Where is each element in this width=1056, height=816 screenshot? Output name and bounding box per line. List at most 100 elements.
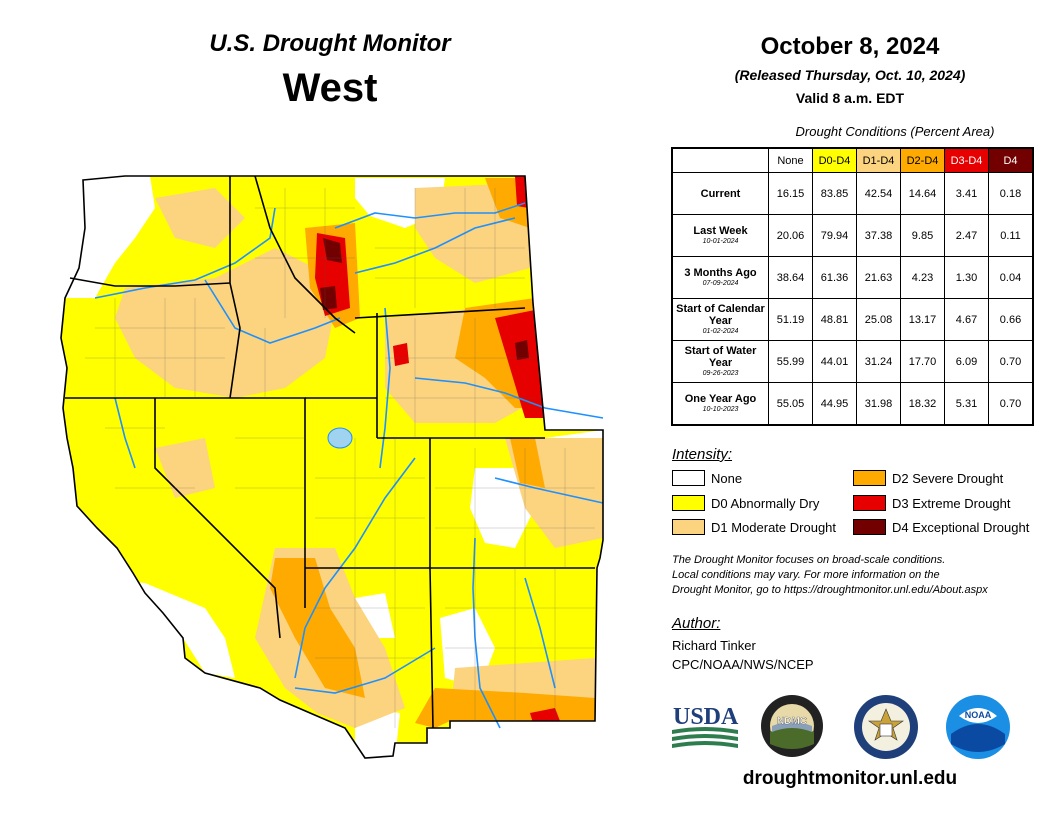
table-cell: 25.08 xyxy=(856,298,901,341)
table-cell: 0.04 xyxy=(988,256,1034,299)
table-cell: 5.31 xyxy=(944,382,989,426)
table-cell: 0.11 xyxy=(988,214,1034,257)
row-label: Current xyxy=(671,172,769,215)
legend-label: D1 Moderate Drought xyxy=(711,519,837,535)
table-cell: 9.85 xyxy=(900,214,945,257)
row-label-text: Start of Water Year xyxy=(684,345,757,369)
drought-areas xyxy=(61,176,603,758)
note-line: Local conditions may vary. For more info… xyxy=(672,569,940,581)
valid-time: Valid 8 a.m. EDT xyxy=(795,90,905,106)
note-line: The Drought Monitor focuses on broad-sca… xyxy=(672,554,946,566)
legend-swatch xyxy=(672,470,705,486)
table-row: Start of Water Year 09-26-2023 55.99 44.0… xyxy=(671,340,1034,383)
doc-seal-logo xyxy=(854,695,918,759)
usda-logo-text: USDA xyxy=(673,704,739,730)
legend-swatch xyxy=(853,470,886,486)
table-cell: 0.70 xyxy=(988,340,1034,383)
sacramento-river xyxy=(114,397,136,469)
table-cell: 20.06 xyxy=(768,214,813,257)
table-cell: 4.23 xyxy=(900,256,945,299)
noaa-logo-text: NOAA xyxy=(965,710,992,720)
az-nm-border xyxy=(429,567,434,729)
row-date: 07-09-2024 xyxy=(702,280,739,287)
legend-swatch xyxy=(672,519,705,535)
row-label-text: 3 Months Ago xyxy=(684,267,757,279)
great-salt-lake xyxy=(327,427,353,449)
row-label-text: Current xyxy=(700,187,741,200)
mt-wy-border xyxy=(354,307,526,319)
ca-nv-border xyxy=(154,398,281,639)
table-cell: 38.64 xyxy=(768,256,813,299)
table-row: Current 16.15 83.85 42.54 14.64 3.41 0.1… xyxy=(671,172,1034,215)
table-cell: 51.19 xyxy=(768,298,813,341)
legend-item: D4 Exceptional Drought xyxy=(853,519,1029,535)
legend-label: None xyxy=(711,470,743,486)
column-header: D2-D4 xyxy=(900,147,945,173)
id-west-border xyxy=(229,176,241,399)
table-cell: 44.95 xyxy=(812,382,857,426)
row-label-text: One Year Ago xyxy=(684,393,757,405)
row-label: Last Week 10-01-2024 xyxy=(671,214,769,257)
table-cell: 31.24 xyxy=(856,340,901,383)
area-d3-nm xyxy=(530,708,560,723)
area-none-wa xyxy=(65,176,155,298)
legend-item: D0 Abnormally Dry xyxy=(672,495,819,511)
release-date: (Released Thursday, Oct. 10, 2024) xyxy=(734,67,966,83)
map-title: U.S. Drought Monitor xyxy=(209,30,451,57)
legend-swatch xyxy=(672,495,705,511)
table-cell: 14.64 xyxy=(900,172,945,215)
row-date: 10-01-2024 xyxy=(702,238,739,245)
wa-or-border xyxy=(69,277,231,287)
id-mt-border xyxy=(254,175,356,334)
ndmc-logo-text: NDMC xyxy=(777,716,807,727)
row-label-text: Start of Calendar Year xyxy=(676,303,765,327)
table-row: Last Week 10-01-2024 20.06 79.94 37.38 9.… xyxy=(671,214,1034,257)
table-header-row: None D0-D4 D1-D4 D2-D4 D3-D4 D4 xyxy=(672,147,1034,173)
table-cell: 37.38 xyxy=(856,214,901,257)
table-cell: 0.70 xyxy=(988,382,1034,426)
column-header: D3-D4 xyxy=(944,147,989,173)
table-cell: 55.05 xyxy=(768,382,813,426)
column-header: D4 xyxy=(988,147,1034,173)
row-label-text: Last Week xyxy=(693,225,748,237)
note-line: Drought Monitor, go to https://droughtmo… xyxy=(672,584,988,596)
ndmc-logo: NDMC xyxy=(761,695,823,757)
table-row: Start of Calendar Year 01-02-2024 51.19 4… xyxy=(671,298,1034,341)
legend-item: None xyxy=(672,470,742,486)
author-name: Richard Tinker xyxy=(672,638,756,653)
table-cell: 13.17 xyxy=(900,298,945,341)
table-cell: 83.85 xyxy=(812,172,857,215)
table-cell: 1.30 xyxy=(944,256,989,299)
legend-title: Intensity: xyxy=(672,446,733,463)
table-cell: 44.01 xyxy=(812,340,857,383)
table-cell: 16.15 xyxy=(768,172,813,215)
legend-swatch xyxy=(853,495,886,511)
area-d4-mt-south xyxy=(320,286,337,310)
row-label: Start of Calendar Year 01-02-2024 xyxy=(671,298,769,341)
conditions-title: Drought Conditions (Percent Area) xyxy=(795,124,995,139)
table-cell: 55.99 xyxy=(768,340,813,383)
gila-river xyxy=(294,647,436,694)
table-cell: 48.81 xyxy=(812,298,857,341)
table-cell: 6.09 xyxy=(944,340,989,383)
map-date: October 8, 2024 xyxy=(760,33,940,60)
table-cell: 79.94 xyxy=(812,214,857,257)
row-date: 10-10-2023 xyxy=(702,406,739,413)
area-d2-co-ne xyxy=(510,438,545,488)
column-header: None xyxy=(768,147,813,173)
table-cell: 3.41 xyxy=(944,172,989,215)
table-cell: 17.70 xyxy=(900,340,945,383)
header-blank-cell xyxy=(672,148,769,173)
website-url[interactable]: droughtmonitor.unl.edu xyxy=(742,768,958,789)
table-cell: 0.18 xyxy=(988,172,1034,215)
missouri-river xyxy=(334,202,526,229)
table-cell: 18.32 xyxy=(900,382,945,426)
legend-label: D4 Exceptional Drought xyxy=(892,519,1030,535)
table-cell: 61.36 xyxy=(812,256,857,299)
outer-boundary xyxy=(60,175,604,759)
table-cell: 4.67 xyxy=(944,298,989,341)
area-d1-wa xyxy=(155,188,245,248)
row-label: 3 Months Ago 07-09-2024 xyxy=(671,256,769,299)
table-cell: 21.63 xyxy=(856,256,901,299)
author-org: CPC/NOAA/NWS/NCEP xyxy=(672,657,814,672)
